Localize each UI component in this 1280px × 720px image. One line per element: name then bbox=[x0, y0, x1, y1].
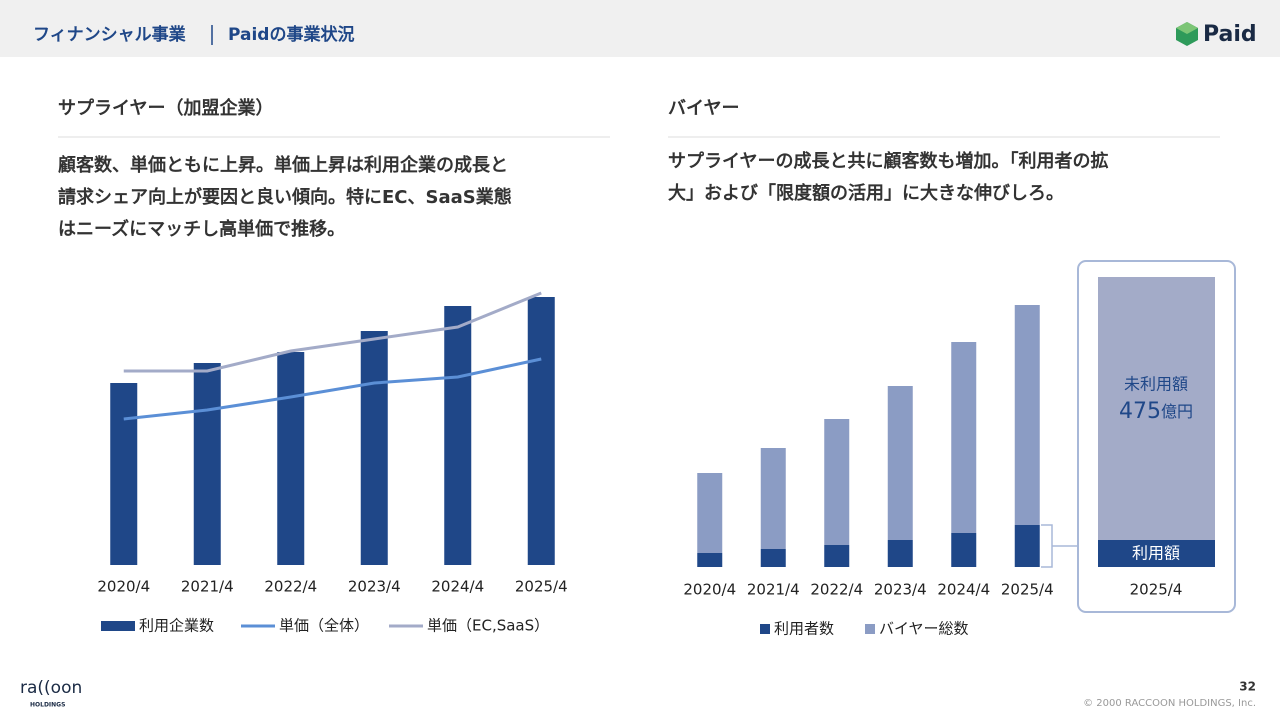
legend-swatch bbox=[865, 624, 875, 634]
bar-segment bbox=[887, 540, 913, 567]
legend-label: バイヤー総数 bbox=[879, 620, 969, 638]
x-tick-label: 2025/4 bbox=[515, 578, 568, 596]
used-bar bbox=[1098, 540, 1215, 567]
bar-segment bbox=[951, 533, 977, 567]
bar bbox=[193, 363, 221, 565]
x-tick-label: 2020/4 bbox=[683, 581, 736, 599]
bar bbox=[360, 331, 388, 565]
logo: Paid bbox=[1203, 22, 1257, 47]
x-tick-label: 2023/4 bbox=[348, 578, 401, 596]
right-text: サプライヤーの成長と共に顧客数も増加。「利用者の拡 bbox=[668, 150, 1108, 172]
bar-segment bbox=[951, 342, 977, 533]
brand: ra((oon bbox=[20, 678, 82, 698]
bar-segment bbox=[887, 386, 913, 540]
line bbox=[123, 357, 542, 421]
bar-segment bbox=[1014, 525, 1040, 567]
x-tick-label: 2022/4 bbox=[810, 581, 863, 599]
used-label: 利用額 bbox=[1132, 544, 1180, 563]
bar-segment bbox=[824, 419, 850, 545]
bar bbox=[444, 306, 472, 565]
x-tick-label: 2024/4 bbox=[937, 581, 990, 599]
logo-icon-top bbox=[1176, 22, 1198, 34]
highlight-box bbox=[1077, 260, 1236, 613]
brand-sub: HOLDINGS bbox=[30, 702, 65, 709]
unused-amount: 475億円 bbox=[1119, 399, 1193, 424]
left-heading: サプライヤー（加盟企業） bbox=[58, 97, 273, 119]
bar-segment bbox=[760, 549, 786, 567]
legend-swatch bbox=[101, 621, 135, 631]
bar bbox=[110, 383, 138, 565]
left-text: はニーズにマッチし高単価で推移。 bbox=[58, 218, 345, 240]
page-number: 32 bbox=[1239, 680, 1256, 694]
bar-segment bbox=[760, 448, 786, 549]
legend-label: 単価（EC,SaaS） bbox=[427, 617, 549, 635]
x-tick-label: 2021/4 bbox=[747, 581, 800, 599]
bar-segment bbox=[697, 473, 723, 553]
header-title: Paidの事業状況 bbox=[228, 24, 354, 45]
bracket bbox=[1041, 524, 1053, 568]
x-tick-label: 2024/4 bbox=[431, 578, 484, 596]
bar-segment bbox=[1014, 305, 1040, 525]
bar bbox=[277, 352, 305, 565]
header-section: フィナンシャル事業 bbox=[33, 24, 186, 45]
legend-swatch bbox=[760, 624, 770, 634]
bar-segment bbox=[697, 553, 723, 567]
x-tick-label: 2020/4 bbox=[97, 578, 150, 596]
right-heading: バイヤー bbox=[668, 98, 739, 119]
x-tick-label: 2023/4 bbox=[874, 581, 927, 599]
unused-bar bbox=[1098, 277, 1215, 540]
legend-label: 単価（全体） bbox=[279, 617, 369, 635]
copyright: © 2000 RACCOON HOLDINGS, Inc. bbox=[1083, 698, 1256, 709]
line bbox=[123, 291, 542, 373]
left-text: 請求シェア向上が要因と良い傾向。特にEC、SaaS業態 bbox=[58, 186, 512, 208]
x-tick-label: 2022/4 bbox=[264, 578, 317, 596]
x-tick-label: 2025/4 bbox=[1130, 581, 1183, 599]
right-text: 大」および「限度額の活用」に大きな伸びしろ。 bbox=[668, 182, 1064, 204]
x-tick-label: 2025/4 bbox=[1001, 581, 1054, 599]
bar bbox=[527, 297, 555, 565]
x-tick-label: 2021/4 bbox=[181, 578, 234, 596]
bar-segment bbox=[824, 545, 850, 567]
left-text: 顧客数、単価ともに上昇。単価上昇は利用企業の成長と bbox=[58, 154, 508, 176]
header-bar bbox=[0, 0, 1280, 57]
unused-label: 未利用額 bbox=[1124, 375, 1188, 394]
legend-label: 利用企業数 bbox=[139, 617, 214, 635]
legend-label: 利用者数 bbox=[774, 620, 834, 638]
